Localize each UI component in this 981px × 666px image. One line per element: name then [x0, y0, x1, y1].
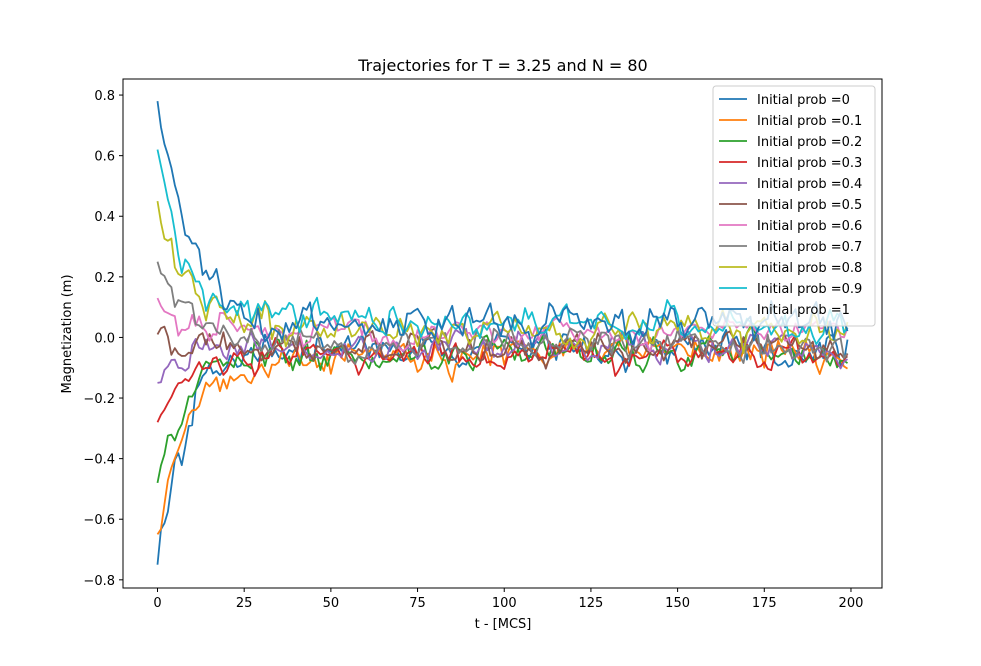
x-tick-label: 200	[839, 596, 864, 611]
y-tick-label: 0.2	[94, 271, 115, 286]
legend-box	[712, 85, 876, 327]
legend-label: Initial prob =0.7	[757, 240, 862, 255]
legend-label: Initial prob =0.4	[757, 177, 862, 192]
y-tick-label: −0.2	[83, 392, 115, 407]
legend-label: Initial prob =0.2	[757, 135, 862, 150]
x-tick-label: 0	[153, 596, 161, 611]
series-line-7	[156, 261, 849, 365]
x-tick-label: 150	[665, 596, 690, 611]
y-axis: −0.8 −0.6 −0.4 −0.2 0.0 0.2 0.4 0.6 0.8	[83, 89, 123, 589]
y-tick-label: 0.6	[94, 150, 115, 165]
y-tick-label: −0.8	[83, 574, 115, 589]
x-axis-title: t - [MCS]	[475, 617, 532, 632]
x-tick-label: 50	[323, 596, 340, 611]
x-tick-label: 25	[236, 596, 253, 611]
legend-label: Initial prob =0.5	[757, 198, 862, 213]
legend-label: Initial prob =1	[757, 303, 850, 318]
x-tick-label: 75	[409, 596, 426, 611]
plot-frame	[122, 78, 883, 589]
legend-label: Initial prob =0.8	[757, 261, 862, 276]
y-tick-label: 0.0	[94, 331, 115, 346]
y-tick-label: 0.8	[94, 89, 115, 104]
legend-label: Initial prob =0.9	[757, 282, 862, 297]
legend-label: Initial prob =0.3	[757, 156, 862, 171]
legend: Initial prob =0 Initial prob =0.1 Initial …	[712, 85, 876, 327]
x-tick-label: 100	[492, 596, 517, 611]
legend-label: Initial prob =0.6	[757, 219, 862, 234]
y-tick-label: 0.4	[94, 210, 115, 225]
y-tick-label: −0.4	[83, 453, 115, 468]
legend-label: Initial prob =0	[757, 93, 850, 108]
chart-title: Trajectories for T = 3.25 and N = 80	[357, 56, 647, 75]
legend-label: Initial prob =0.1	[757, 114, 862, 129]
x-axis: 0 25 50 75 100 125 150 175 200	[153, 588, 863, 611]
y-tick-label: −0.6	[83, 513, 115, 528]
y-axis-title: Magnetization (m)	[60, 274, 75, 393]
x-tick-label: 175	[752, 596, 777, 611]
x-tick-label: 125	[579, 596, 604, 611]
